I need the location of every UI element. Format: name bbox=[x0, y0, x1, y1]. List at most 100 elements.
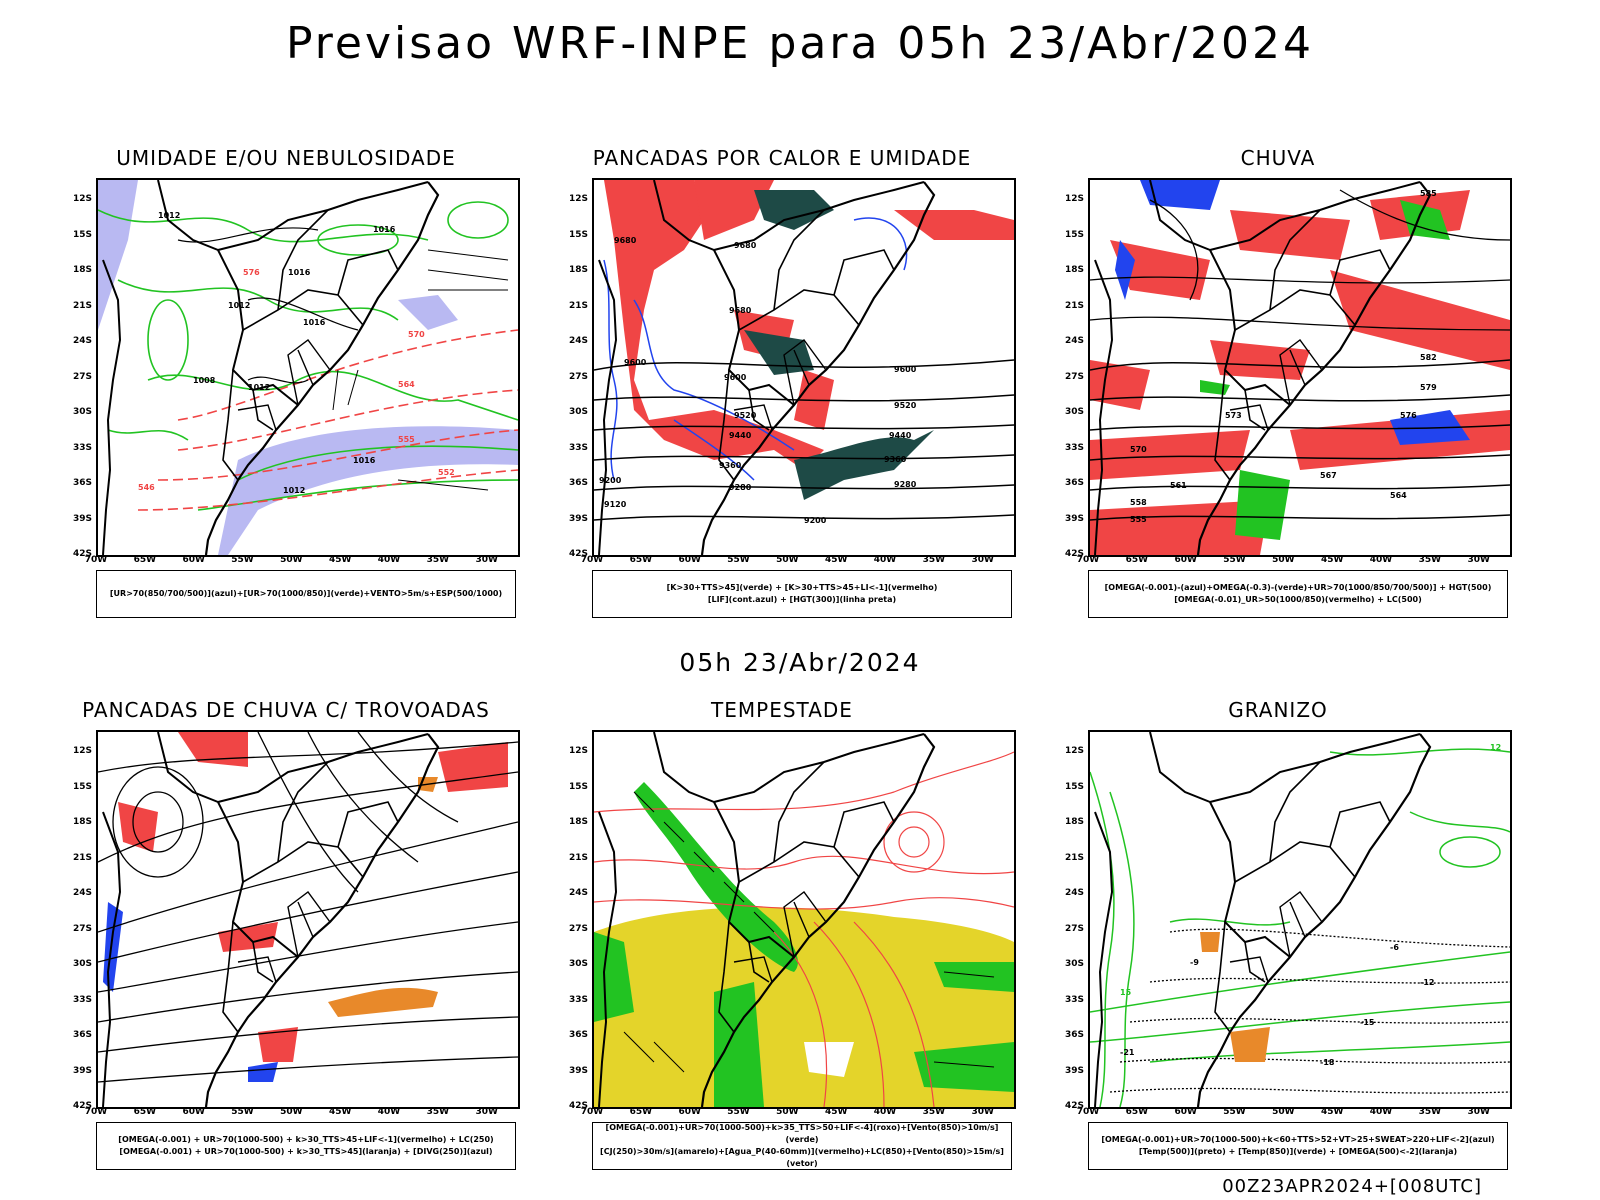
lat-tick-label: 39S bbox=[72, 513, 92, 524]
lat-tick-label: 36S bbox=[1064, 478, 1084, 488]
panel-legend: [UR>70(850/700/500)](azul)+[UR>70(1000/8… bbox=[96, 570, 516, 618]
map-label: 9680 bbox=[614, 236, 637, 245]
lat-tick-label: 30S bbox=[1064, 407, 1084, 417]
map-label: 15 bbox=[1120, 988, 1132, 997]
panel-title: UMIDADE E/OU NEBULOSIDADE bbox=[116, 146, 456, 170]
map-label: 1016 bbox=[303, 318, 326, 327]
lat-tick-label: 21S bbox=[72, 300, 92, 311]
map-label: -6 bbox=[1390, 943, 1399, 952]
map-label: 9440 bbox=[889, 431, 912, 440]
map-label: 9360 bbox=[884, 455, 907, 464]
lon-tick-label: 45W bbox=[824, 1107, 848, 1117]
lat-tick-label: 30S bbox=[568, 407, 588, 417]
lon-tick-label: 40W bbox=[377, 1107, 401, 1117]
lon-tick-label: 40W bbox=[1369, 555, 1393, 565]
lat-tick-label: 27S bbox=[568, 923, 588, 934]
lat-tick-label: 15S bbox=[1064, 781, 1084, 792]
lat-tick-label: 24S bbox=[1064, 336, 1084, 346]
lon-tick-label: 60W bbox=[678, 1107, 701, 1117]
panel-title: PANCADAS POR CALOR E UMIDADE bbox=[592, 146, 972, 170]
map-heat-showers: 9680 9680 9680 9600 9600 9600 9520 9520 … bbox=[592, 178, 1016, 557]
map-label: 1016 bbox=[353, 456, 376, 465]
legend-line: [Temp(500)](preto) + [Temp(850)](verde) … bbox=[1138, 1147, 1458, 1156]
panel-title: GRANIZO bbox=[1228, 698, 1328, 722]
lat-tick-label: 12S bbox=[1064, 194, 1084, 204]
panel-title: CHUVA bbox=[1240, 146, 1316, 170]
map-label: 552 bbox=[438, 468, 455, 477]
lat-tick-label: 24S bbox=[72, 336, 92, 346]
map-label: 9120 bbox=[604, 500, 627, 509]
lon-tick-label: 65W bbox=[133, 555, 157, 565]
lat-tick-label: 42S bbox=[1064, 1101, 1084, 1111]
legend-line: [LIF](cont.azul) + [HGT(300)](linha pret… bbox=[707, 595, 897, 604]
map-label: 9200 bbox=[804, 516, 827, 525]
lat-tick-label: 15S bbox=[568, 229, 588, 240]
map-label: 564 bbox=[398, 380, 415, 389]
map-label: 9360 bbox=[719, 461, 742, 470]
map-label: 576 bbox=[1400, 411, 1417, 420]
map-label: 555 bbox=[398, 435, 415, 444]
lon-tick-label: 30W bbox=[1467, 555, 1490, 565]
main-title: Previsao WRF-INPE para 05h 23/Abr/2024 bbox=[285, 18, 1314, 69]
lon-tick-label: 50W bbox=[280, 555, 303, 565]
lat-tick-label: 27S bbox=[1064, 923, 1084, 934]
lat-tick-label: 33S bbox=[72, 994, 92, 1005]
panel-legend: [OMEGA(-0.001) + UR>70(1000-500) + k>30_… bbox=[96, 1122, 516, 1170]
lat-tick-label: 42S bbox=[568, 1101, 588, 1111]
lon-tick-label: 65W bbox=[133, 1107, 157, 1117]
lat-tick-label: 39S bbox=[1064, 513, 1084, 524]
lat-tick-label: 39S bbox=[72, 1065, 92, 1076]
lat-tick-label: 39S bbox=[1064, 1065, 1084, 1076]
map-label: 9680 bbox=[729, 306, 752, 315]
lat-tick-label: 42S bbox=[568, 549, 588, 559]
map-label: 558 bbox=[1130, 498, 1147, 507]
lon-tick-label: 45W bbox=[1320, 555, 1344, 565]
map-label: 570 bbox=[408, 330, 425, 339]
lat-tick-label: 36S bbox=[568, 1030, 588, 1040]
lon-tick-label: 55W bbox=[1223, 555, 1246, 565]
forecast-time-subtitle: 05h 23/Abr/2024 bbox=[679, 648, 921, 677]
lon-tick-label: 50W bbox=[1272, 1107, 1295, 1117]
lat-tick-label: 30S bbox=[72, 407, 92, 417]
map-label: 1012 bbox=[283, 486, 305, 495]
lat-tick-label: 39S bbox=[568, 513, 588, 524]
lon-tick-label: 35W bbox=[922, 555, 946, 565]
lon-tick-label: 40W bbox=[873, 555, 897, 565]
panel-legend: [OMEGA(-0.001)+UR>70(1000-500)+k<60+TTS>… bbox=[1088, 1122, 1508, 1170]
map-label: -9 bbox=[1190, 958, 1199, 967]
lon-tick-label: 70W bbox=[1076, 555, 1100, 565]
map-label: 9600 bbox=[724, 373, 747, 382]
panel-legend: [OMEGA(-0.001)-(azul)+OMEGA(-0.3)-(verde… bbox=[1088, 570, 1508, 618]
lon-tick-label: 50W bbox=[776, 555, 799, 565]
lat-tick-label: 21S bbox=[568, 300, 588, 311]
lon-tick-label: 65W bbox=[629, 1107, 653, 1117]
map-humidity: 1012 1016 1016 1012 1016 1008 1012 1016 … bbox=[96, 178, 520, 557]
lon-tick-label: 40W bbox=[873, 1107, 897, 1117]
lat-tick-label: 36S bbox=[568, 478, 588, 488]
lat-tick-label: 24S bbox=[568, 888, 588, 898]
lat-tick-label: 39S bbox=[568, 1065, 588, 1076]
lat-tick-label: 33S bbox=[1064, 442, 1084, 453]
lat-tick-label: 42S bbox=[72, 549, 92, 559]
lat-tick-label: 21S bbox=[568, 852, 588, 863]
lon-tick-label: 65W bbox=[1125, 555, 1149, 565]
map-rain: 585 582 579 576 573 570 567 564 561 558 … bbox=[1088, 178, 1512, 557]
map-label: 582 bbox=[1420, 353, 1437, 362]
lon-tick-label: 50W bbox=[776, 1107, 799, 1117]
lon-tick-label: 45W bbox=[824, 555, 848, 565]
lon-tick-label: 50W bbox=[280, 1107, 303, 1117]
lon-tick-label: 35W bbox=[922, 1107, 946, 1117]
map-thunder-showers bbox=[96, 730, 520, 1109]
lon-tick-label: 55W bbox=[727, 1107, 750, 1117]
legend-line: [OMEGA(-0.001)+UR>70(1000-500)+k>35_TTS>… bbox=[605, 1123, 999, 1144]
map-label: 1012 bbox=[248, 383, 270, 392]
lat-tick-label: 27S bbox=[72, 923, 92, 934]
lat-tick-label: 15S bbox=[568, 781, 588, 792]
map-label: 546 bbox=[138, 483, 155, 492]
lat-tick-label: 21S bbox=[72, 852, 92, 863]
legend-line: [OMEGA(-0.001)+UR>70(1000-500)+k<60+TTS>… bbox=[1101, 1135, 1495, 1144]
lon-tick-label: 45W bbox=[328, 1107, 352, 1117]
lat-tick-label: 12S bbox=[72, 194, 92, 204]
map-label: 576 bbox=[243, 268, 260, 277]
lon-tick-label: 60W bbox=[1174, 555, 1197, 565]
